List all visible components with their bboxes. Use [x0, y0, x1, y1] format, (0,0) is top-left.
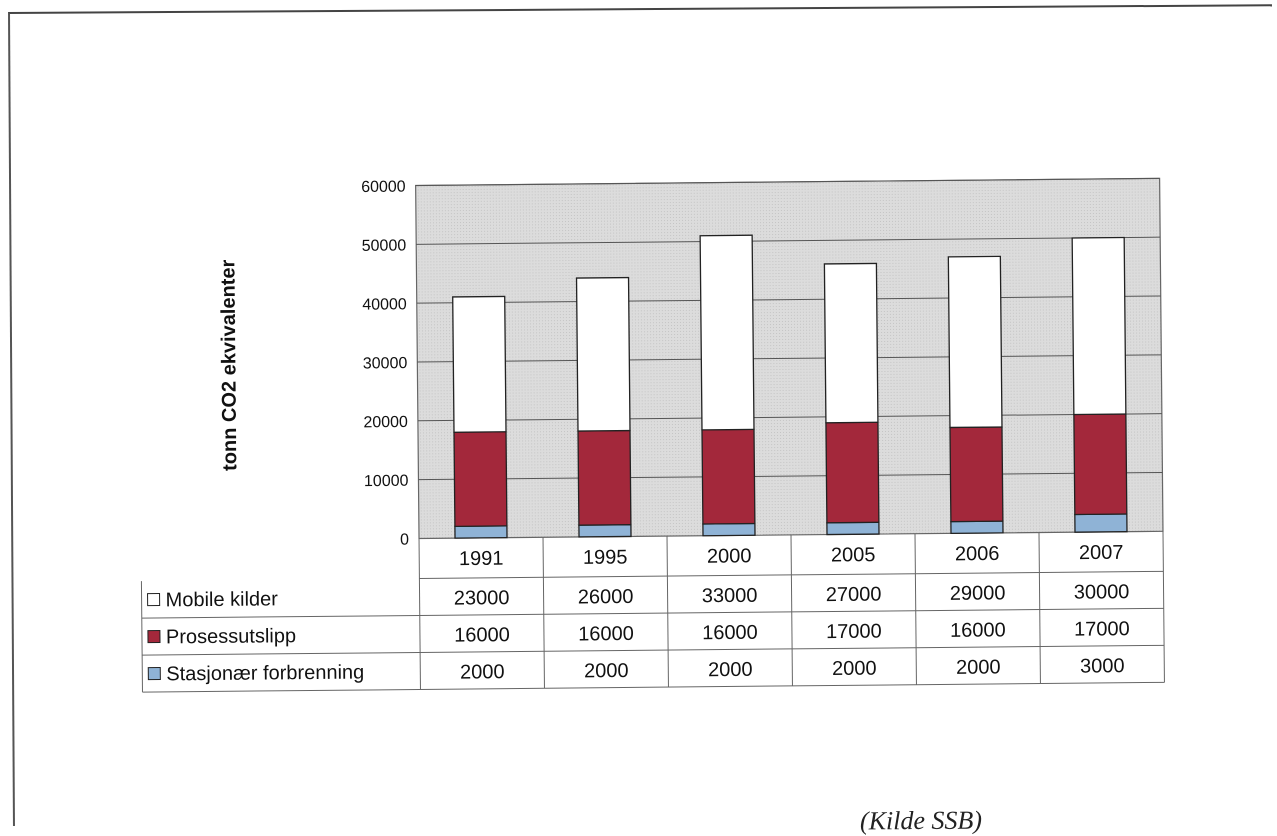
x-tick-label: 2007	[1079, 542, 1124, 564]
bar-segment	[1071, 236, 1127, 416]
x-tick-label: 2000	[707, 545, 752, 567]
table-value: 16000	[702, 622, 758, 645]
legend-label: Mobile kilder	[166, 588, 279, 611]
table-line	[914, 533, 917, 685]
y-tick-label: 40000	[362, 296, 407, 313]
bar-segment	[950, 520, 1004, 535]
x-tick-label: 2006	[955, 543, 1000, 565]
x-tick-label: 2005	[831, 544, 876, 566]
gridline	[416, 236, 1161, 245]
table-value: 33000	[702, 585, 758, 608]
y-tick-label: 0	[400, 532, 409, 549]
table-value: 2000	[584, 660, 629, 682]
table-line	[1162, 531, 1165, 683]
bar-segment	[702, 522, 756, 537]
gridline	[417, 354, 1162, 363]
bar-segment	[1073, 413, 1128, 516]
legend-label: Prosessutslipp	[166, 625, 296, 648]
table-value: 16000	[454, 624, 510, 647]
table-value: 27000	[826, 584, 882, 607]
bar-segment	[578, 524, 632, 538]
bar-segment	[699, 234, 755, 431]
table-line	[666, 536, 669, 688]
y-tick-label: 50000	[362, 237, 407, 254]
table-value: 2000	[708, 659, 753, 681]
bar-segment	[454, 525, 508, 539]
table-value: 16000	[578, 623, 634, 646]
gridline	[416, 295, 1161, 304]
y-tick-label: 30000	[363, 355, 408, 372]
table-line	[141, 607, 1164, 619]
bar-segment	[947, 255, 1003, 429]
table-line	[418, 538, 421, 690]
table-value: 16000	[950, 619, 1006, 642]
legend-swatch	[147, 629, 161, 644]
bar-segment	[452, 295, 507, 433]
gridline	[415, 177, 1160, 186]
legend-label: Stasjonær forbrenning	[166, 662, 364, 686]
table-value: 2000	[460, 661, 505, 683]
bar-segment	[1074, 513, 1128, 533]
bar-segment	[949, 426, 1004, 523]
table-line	[142, 681, 1165, 693]
gridline	[418, 471, 1163, 481]
table-line	[790, 534, 793, 686]
legend-swatch	[147, 666, 161, 681]
table-value: 2000	[956, 656, 1001, 678]
gridline	[417, 413, 1162, 422]
bar-segment	[453, 431, 508, 528]
table-value: 2000	[832, 658, 877, 680]
bar-segment	[701, 428, 756, 525]
table-value: 3000	[1080, 655, 1125, 677]
y-tick-label: 60000	[361, 179, 406, 196]
figure-caption: (Kilde SSB)	[859, 805, 983, 836]
y-tick-label: 20000	[363, 414, 408, 431]
y-axis-label: tonn CO2 ekvivalenter	[217, 259, 241, 471]
table-line	[542, 537, 545, 689]
table-value: 26000	[578, 586, 634, 609]
bar-segment	[577, 429, 632, 526]
table-value: 30000	[1074, 581, 1130, 604]
bar-segment	[826, 521, 880, 536]
bar-segment	[825, 421, 880, 524]
table-line	[142, 644, 1165, 656]
x-tick-label: 1995	[583, 546, 628, 568]
legend-swatch	[147, 592, 161, 607]
y-tick-label: 10000	[364, 473, 409, 490]
table-value: 23000	[454, 587, 510, 610]
table-value: 29000	[950, 582, 1006, 605]
x-tick-label: 1991	[459, 548, 504, 570]
table-value: 17000	[1074, 618, 1130, 641]
table-line	[1038, 532, 1041, 684]
bar-segment	[575, 276, 631, 432]
table-line	[140, 581, 143, 693]
table-value: 17000	[826, 621, 882, 644]
bar-segment	[823, 262, 879, 424]
